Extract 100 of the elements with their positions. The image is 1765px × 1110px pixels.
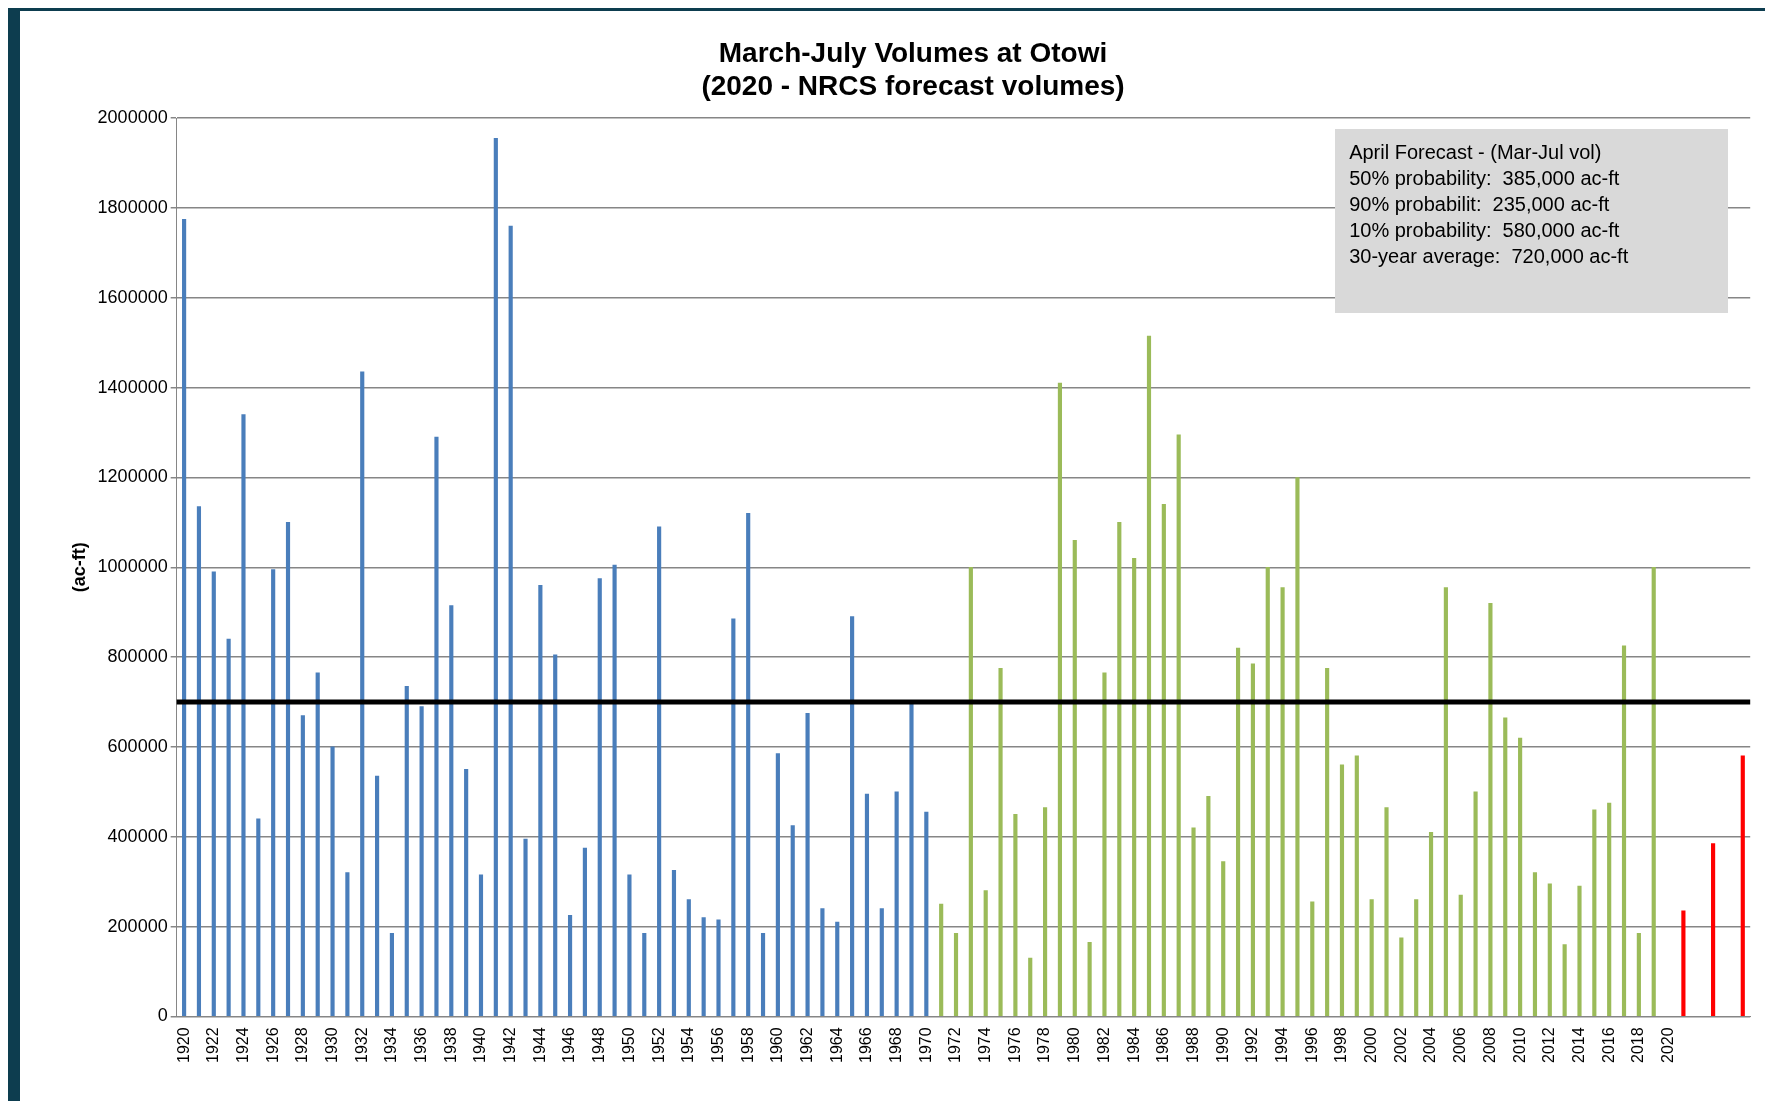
bar <box>953 932 959 1016</box>
x-tick-label: 1956 <box>708 1027 726 1063</box>
bar <box>746 513 751 1016</box>
bar <box>360 371 365 1016</box>
y-tick-label: 1800000 <box>97 196 168 217</box>
x-tick-label: 2014 <box>1569 1027 1587 1063</box>
bar <box>1176 434 1181 1016</box>
bar <box>1428 831 1434 1016</box>
x-tick-label: 1982 <box>1094 1027 1112 1063</box>
x-tick-label: 2002 <box>1391 1027 1409 1063</box>
x-tick-label: 1954 <box>679 1027 697 1063</box>
x-tick-label: 1960 <box>768 1027 786 1063</box>
x-tick-label: 2018 <box>1629 1027 1647 1063</box>
bar <box>1043 807 1048 1016</box>
x-tick-label: 1964 <box>827 1027 845 1063</box>
bar <box>478 874 484 1016</box>
bar <box>835 921 840 1016</box>
bar <box>731 618 736 1016</box>
bar <box>508 225 513 1016</box>
x-tick-label: 1928 <box>293 1027 311 1063</box>
bar <box>1206 796 1211 1016</box>
bar <box>256 818 261 1016</box>
x-tick-label: 1992 <box>1243 1027 1261 1063</box>
x-tick-label: 1922 <box>204 1027 222 1063</box>
bar <box>315 672 320 1016</box>
x-tick-label: 2016 <box>1599 1027 1617 1063</box>
x-tick-label: 1994 <box>1273 1027 1290 1063</box>
x-tick-label: 1936 <box>412 1027 430 1063</box>
bar <box>345 872 350 1016</box>
bar <box>1028 957 1033 1016</box>
annotation: 50% probability: 385,000 ac-ft <box>1349 166 1621 192</box>
annotation: 10% probability: 580,000 ac-ft <box>1349 218 1621 244</box>
bar <box>1161 504 1166 1016</box>
bar <box>820 908 825 1016</box>
bar <box>790 825 795 1016</box>
bar <box>1503 717 1508 1016</box>
x-tick-label: 1988 <box>1183 1027 1201 1063</box>
x-tick-label: 1926 <box>263 1027 281 1063</box>
x-tick-label: 1948 <box>590 1027 608 1063</box>
bar <box>1473 791 1478 1016</box>
bar <box>671 870 677 1016</box>
bar <box>1384 807 1389 1016</box>
y-tick-label: 800000 <box>107 646 168 667</box>
bar <box>1295 477 1300 1016</box>
bar <box>1191 827 1196 1016</box>
bar <box>553 654 558 1016</box>
bar <box>998 668 1003 1016</box>
x-tick-label: 1974 <box>976 1027 994 1063</box>
y-tick-label: 400000 <box>107 825 168 846</box>
bar <box>226 638 231 1016</box>
bar <box>1547 883 1552 1016</box>
bar <box>1414 899 1419 1016</box>
bar <box>434 436 439 1016</box>
bar <box>924 811 929 1016</box>
bar <box>493 138 498 1016</box>
x-tick-label: 1962 <box>797 1027 815 1063</box>
x-tick-label: 1986 <box>1154 1027 1172 1063</box>
bar <box>182 218 187 1016</box>
bar <box>805 712 810 1016</box>
bar <box>582 847 587 1016</box>
x-tick-label: 2008 <box>1480 1027 1498 1063</box>
y-tick-label: 200000 <box>107 915 168 936</box>
bar <box>404 685 409 1016</box>
y-tick-label: 0 <box>157 1005 168 1026</box>
x-tick-label: 1924 <box>233 1027 251 1063</box>
y-tick-label: 1600000 <box>97 286 168 307</box>
x-tick-label: 1920 <box>174 1027 192 1063</box>
bar <box>850 616 855 1016</box>
bar <box>1310 901 1315 1016</box>
bar <box>1132 557 1137 1016</box>
x-tick-label: 1996 <box>1302 1027 1320 1063</box>
y-tick-label: 2000000 <box>97 107 168 128</box>
bar <box>1681 910 1686 1016</box>
bar <box>1265 566 1270 1016</box>
bar <box>1711 843 1716 1016</box>
bar <box>1325 668 1330 1016</box>
bar <box>894 791 899 1016</box>
x-tick-label: 2010 <box>1510 1027 1528 1063</box>
bar <box>567 915 573 1016</box>
bar <box>657 526 662 1016</box>
bar <box>300 715 305 1016</box>
y-tick-label: 1400000 <box>97 376 168 397</box>
bar <box>1399 937 1404 1016</box>
bar <box>330 746 335 1016</box>
x-tick-label: 1940 <box>471 1027 489 1063</box>
bar <box>1072 540 1077 1016</box>
x-tick-label: 1934 <box>382 1027 400 1063</box>
bar <box>1280 587 1285 1016</box>
x-tick-label: 2006 <box>1451 1027 1469 1063</box>
bar <box>1339 764 1345 1016</box>
bar <box>1458 894 1463 1016</box>
bar <box>1740 755 1745 1016</box>
annotation: April Forecast - (Mar-Jul vol) <box>1349 140 1603 166</box>
bar <box>1013 813 1018 1016</box>
bar <box>642 932 647 1016</box>
x-tick-label: 1976 <box>1005 1027 1023 1063</box>
bar <box>983 890 988 1016</box>
chart-title: March-July Volumes at Otowi (2020 - NRCS forecast volumes) <box>701 36 1125 102</box>
bar <box>1636 932 1641 1016</box>
bar <box>1518 737 1523 1016</box>
